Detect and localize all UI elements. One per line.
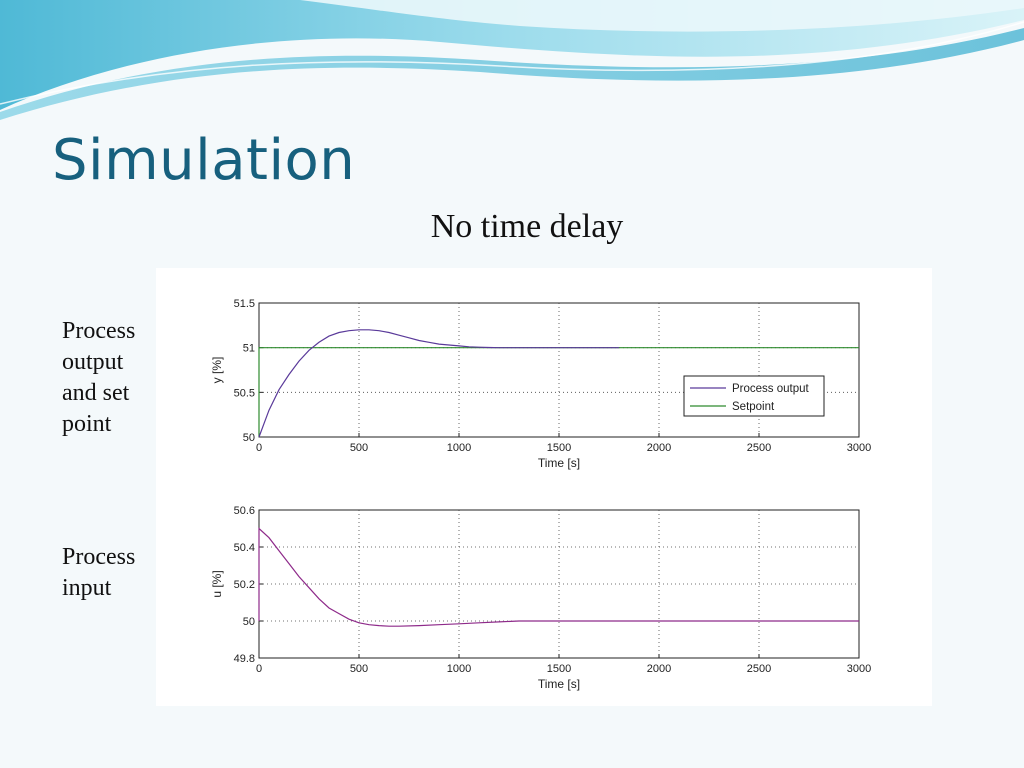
header-wave-decoration bbox=[0, 0, 1024, 120]
x-tick-label: 500 bbox=[350, 663, 368, 675]
y-tick-label: 50.2 bbox=[234, 579, 255, 591]
y-tick-label: 49.8 bbox=[234, 653, 255, 665]
legend: Process output Setpoint bbox=[683, 375, 825, 417]
series-line-setpoint bbox=[258, 347, 859, 437]
x-axis-label: Time [s] bbox=[538, 677, 580, 691]
x-tick-label: 2000 bbox=[647, 442, 671, 454]
y-axis-label: u [%] bbox=[210, 570, 224, 597]
series-line-process-output bbox=[258, 329, 619, 438]
legend-entry: Setpoint bbox=[732, 401, 775, 413]
y-tick-label: 51 bbox=[243, 343, 255, 355]
legend-box bbox=[683, 375, 825, 417]
y-tick-label: 50.4 bbox=[234, 542, 255, 554]
y-tick-label: 50 bbox=[243, 616, 255, 628]
x-tick-label: 1000 bbox=[447, 663, 471, 675]
legend-entry: Process output bbox=[732, 383, 810, 395]
x-tick-label: 3000 bbox=[847, 663, 871, 675]
simulation-figure: 0 500 1000 1500 2000 2500 3000 50 50.5 51 51.5 Time… bbox=[156, 268, 932, 706]
x-tick-label: 3000 bbox=[847, 442, 871, 454]
process-input-label: Process input bbox=[62, 544, 136, 601]
x-tick-label: 1500 bbox=[547, 442, 571, 454]
x-tick-label: 1000 bbox=[447, 442, 471, 454]
plot-process-output: 0 500 1000 1500 2000 2500 3000 50 50.5 51 51.5 Time… bbox=[210, 298, 871, 470]
y-tick-label: 50.6 bbox=[234, 505, 255, 517]
x-axis-label: Time [s] bbox=[538, 456, 580, 470]
y-axis-label: y [%] bbox=[210, 357, 224, 384]
slide-title: Simulation bbox=[52, 128, 356, 193]
x-tick-label: 500 bbox=[350, 442, 368, 454]
x-tick-label: 0 bbox=[256, 442, 262, 454]
y-tick-label: 51.5 bbox=[234, 298, 255, 310]
x-tick-label: 2000 bbox=[647, 663, 671, 675]
simulation-plots: 0 500 1000 1500 2000 2500 30005050.55151.5Time… bbox=[210, 298, 871, 691]
x-tick-label: 2500 bbox=[747, 663, 771, 675]
series-line-process-input bbox=[258, 527, 859, 627]
plot-process-input: 0 500 1000 1500 2000 2500 3000 49.8 50 50.2 50.4 50… bbox=[210, 505, 871, 691]
slide-subtitle: No time delay bbox=[430, 208, 624, 245]
y-tick-label: 50.5 bbox=[234, 387, 255, 399]
y-tick-label: 50 bbox=[243, 432, 255, 444]
process-output-label: Process output and set point bbox=[62, 318, 136, 437]
x-tick-label: 2500 bbox=[747, 442, 771, 454]
x-tick-label: 0 bbox=[256, 663, 262, 675]
x-tick-label: 1500 bbox=[547, 663, 571, 675]
